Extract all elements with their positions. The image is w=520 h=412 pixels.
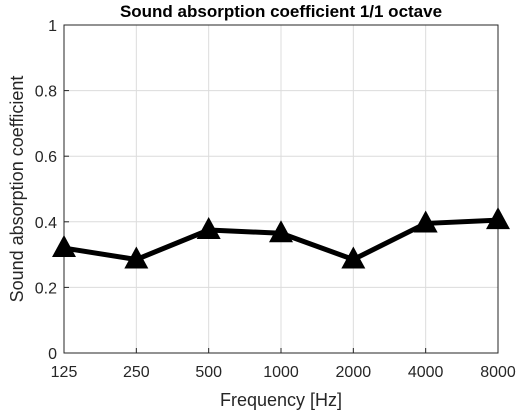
data-point-marker xyxy=(486,207,510,230)
x-tick-label: 8000 xyxy=(480,364,516,381)
grid-lines xyxy=(63,24,499,354)
x-tick-label: 500 xyxy=(195,364,222,381)
y-tick-label: 1 xyxy=(48,18,57,35)
y-tick-label: 0.6 xyxy=(35,149,57,166)
x-tick-label: 1000 xyxy=(263,364,299,381)
y-tick-label: 0.4 xyxy=(35,215,57,232)
x-tick-label: 125 xyxy=(51,364,78,381)
y-axis-label: Sound absorption coefficient xyxy=(7,76,27,303)
data-point-marker xyxy=(196,217,221,239)
x-axis-ticks: 125 250 500 1000 2000 4000 8000 xyxy=(51,348,516,381)
y-axis-ticks: 0 0.2 0.4 0.6 0.8 1 xyxy=(35,18,69,363)
data-point-marker xyxy=(52,235,76,258)
data-point-marker xyxy=(269,220,293,243)
data-point-marker xyxy=(341,246,366,269)
chart-title: Sound absorption coefficient 1/1 octave xyxy=(120,2,442,21)
x-tick-label: 2000 xyxy=(336,364,372,381)
y-tick-label: 0 xyxy=(48,346,57,363)
data-point-marker xyxy=(413,210,438,233)
x-axis-label: Frequency [Hz] xyxy=(220,390,342,410)
x-tick-label: 250 xyxy=(123,364,150,381)
y-tick-label: 0.8 xyxy=(35,84,57,101)
y-tick-label: 0.2 xyxy=(35,280,57,297)
series-layer xyxy=(52,207,510,269)
data-point-marker xyxy=(124,246,149,269)
x-tick-label: 4000 xyxy=(408,364,444,381)
